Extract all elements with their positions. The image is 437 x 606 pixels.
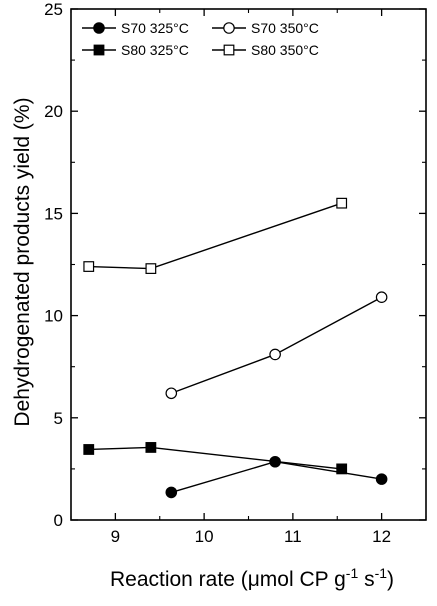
data-point: [83, 261, 95, 272]
data-point: [165, 486, 178, 499]
series-1: [165, 291, 388, 400]
legend-marker: [223, 44, 235, 56]
legend-marker: [223, 22, 235, 34]
data-point: [336, 197, 348, 209]
x-tick-label: 12: [372, 527, 391, 546]
data-point: [145, 263, 157, 274]
legend-item: S70 350°C: [212, 20, 319, 36]
data-point: [165, 387, 178, 400]
legend-label: S80 350°C: [251, 42, 319, 58]
series-layer: [83, 197, 388, 499]
y-tick-label: 25: [44, 0, 63, 19]
data-point: [375, 473, 388, 485]
series-3: [83, 197, 348, 274]
data-point: [375, 291, 388, 304]
series-line: [88, 446, 342, 470]
legend-item: S80 350°C: [212, 42, 319, 58]
x-tick-label: 11: [284, 527, 302, 546]
series-2: [83, 442, 348, 475]
legend-label: S80 325°C: [121, 42, 189, 58]
y-tick-label: 10: [44, 307, 63, 326]
legend-label: S70 350°C: [251, 20, 319, 36]
data-point: [269, 348, 281, 361]
y-tick-label: 5: [54, 409, 63, 428]
legend-marker: [93, 44, 105, 56]
y-tick-label: 0: [54, 511, 63, 530]
data-point: [145, 442, 157, 453]
series-line: [88, 202, 342, 270]
axis-ticks: 9 10 11 12 0 5 10 15 20 25: [44, 0, 427, 546]
series-line: [171, 296, 382, 394]
x-tick-label: 10: [195, 527, 214, 546]
x-axis-title: Reaction rate (μmol CP g-1 s-1): [110, 565, 394, 591]
legend: S70 325°C S70 350°C S80 325°C S80 350°C: [82, 20, 319, 58]
plot-frame: [70, 8, 427, 521]
plot-area-border: [70, 8, 427, 521]
y-tick-label: 15: [44, 204, 63, 223]
y-axis-title: Dehydrogenated products yield (%): [11, 97, 34, 426]
legend-item: S80 325°C: [82, 42, 189, 58]
y-tick-label: 20: [44, 102, 63, 121]
x-tick-label: 9: [111, 527, 120, 546]
series-0: [165, 455, 388, 499]
data-point: [83, 444, 95, 455]
data-point: [336, 463, 348, 475]
legend-label: S70 325°C: [121, 20, 189, 36]
legend-marker: [93, 22, 105, 34]
legend-item: S70 325°C: [82, 20, 189, 36]
